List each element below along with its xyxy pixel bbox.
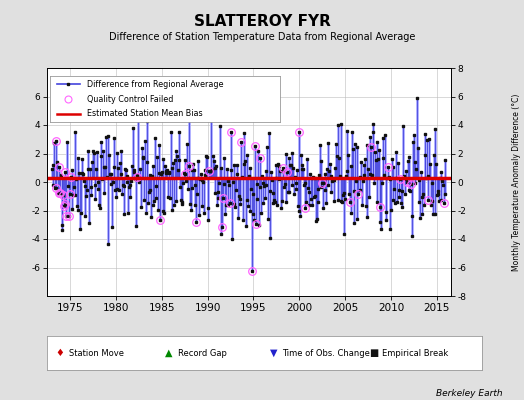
Text: SLATTEROY FYR: SLATTEROY FYR: [193, 14, 331, 29]
Text: ♦: ♦: [56, 348, 64, 358]
Text: ▼: ▼: [269, 348, 277, 358]
Text: Empirical Break: Empirical Break: [382, 348, 449, 358]
Text: Record Gap: Record Gap: [178, 348, 226, 358]
Text: Time of Obs. Change: Time of Obs. Change: [282, 348, 370, 358]
Text: ▲: ▲: [165, 348, 173, 358]
Text: Estimated Station Mean Bias: Estimated Station Mean Bias: [86, 109, 202, 118]
Text: Monthly Temperature Anomaly Difference (°C): Monthly Temperature Anomaly Difference (…: [512, 93, 521, 271]
Text: Difference from Regional Average: Difference from Regional Average: [86, 80, 223, 89]
Text: Berkeley Earth: Berkeley Earth: [436, 389, 503, 398]
Text: ■: ■: [369, 348, 378, 358]
Text: Quality Control Failed: Quality Control Failed: [86, 94, 173, 104]
Text: Difference of Station Temperature Data from Regional Average: Difference of Station Temperature Data f…: [109, 32, 415, 42]
Text: Station Move: Station Move: [69, 348, 124, 358]
